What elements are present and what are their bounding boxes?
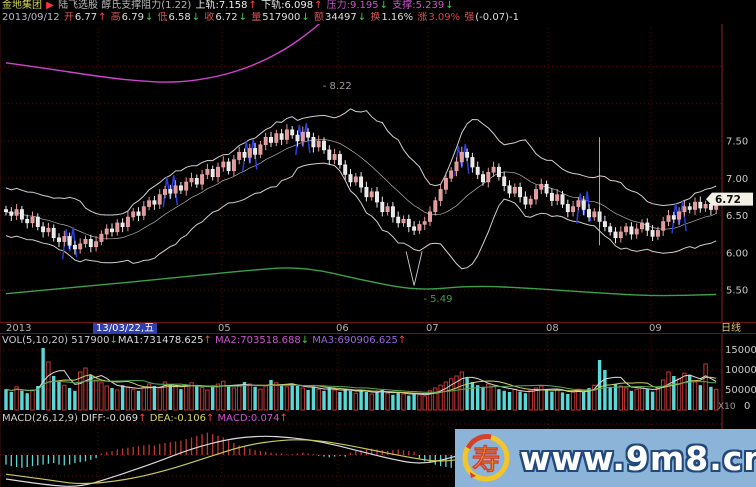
macd-hdr-seg-6: ↑ [279,413,288,424]
bollinger-bands [5,108,717,270]
price-annotation-8.22: - 8.22 [323,81,352,92]
svg-text:6.50: 6.50 [726,211,748,222]
svg-text:0: 0 [744,401,750,412]
svg-text:6.72: 6.72 [715,194,741,206]
support-line [5,267,717,297]
svg-text:6.00: 6.00 [726,248,748,259]
price-axis-labels: 7.50 7.00 6.50 6.00 5.50 [726,137,748,297]
main-candlestick-chart[interactable]: - 8.22 - 5.49 7.50 7.00 6.50 6.00 5.50 6.72 [0,24,756,322]
buy-signal-marks [61,122,687,260]
header-indicator-row: 金地集团 ▶ 陆飞选股 醇氏支撑阻力(1.22) 上轨:7.158↑ 下轨:6.… [2,0,756,12]
hdr2-seg-19: 换 [367,12,381,23]
vol-hdr-seg-8: ↑ [397,335,407,346]
watermark-url[interactable]: www.9m8.cn [520,438,756,478]
hdr2-seg-9: ↓ [191,12,201,23]
hdr2-seg-2: 6.77 [74,12,98,23]
hdr2-seg-11: 6.72 [215,12,238,23]
hdr2-seg-4: 高 [107,12,121,23]
timeline-label-06: 06 [336,323,349,334]
hdr1-seg-4: ↑ [248,0,257,11]
hdr2-seg-18: ↓ [357,12,367,23]
hdr1-seg-0: 金地集团 [2,0,42,11]
macd-hdr-seg-0: MACD(26,12,9) [2,413,82,424]
hdr2-seg-3: ↑ [98,12,107,23]
hdr1-seg-6: ↑ [314,0,323,11]
svg-text:100000: 100000 [725,365,756,376]
hdr2-seg-23: 强 [461,12,475,23]
hdr1-seg-3: 上轨:7.158 [195,0,248,11]
hdr1-seg-2: 陆飞选股 醇氏支撑阻力(1.22) [58,0,195,11]
hdr2-seg-13: 量 [248,12,262,23]
hdr2-seg-24: (-0.07)-1 [475,12,519,23]
macd-hdr-seg-5: MACD:0.074 [214,413,280,424]
hdr1-seg-7: 压力:9.195 [323,0,379,11]
hdr2-seg-15: ↓ [301,12,310,23]
header-info-bar: 金地集团 ▶ 陆飞选股 醇氏支撑阻力(1.22) 上轨:7.158↑ 下轨:6.… [0,0,756,24]
v-arrow-annotation [405,251,423,286]
hdr2-seg-22: 3.09% [428,12,461,23]
vol-hdr-seg-6: ↓ [300,335,310,346]
period-label[interactable]: 日线 [721,323,741,334]
volume-bars [4,348,719,411]
hdr2-seg-21: 涨 [414,12,428,23]
timeline-label-2013: 2013 [6,323,32,334]
timeline-date-box[interactable]: 13/03/22,五 [93,323,158,334]
volume-ma-lines [5,370,717,396]
vol-hdr-seg-1: 517900 [71,335,110,346]
svg-text:X10: X10 [718,402,736,412]
macd-hdr-seg-4: ↑ [205,413,215,424]
hdr2-seg-20: 1.16% [381,12,414,23]
timeline-label-09: 09 [649,323,662,334]
hdr2-seg-8: 6.58 [168,12,191,23]
hdr1-seg-5: 下轨:6.098 [257,0,314,11]
vol-hdr-seg-0: VOL(5,10,20) [2,335,72,346]
macd-hdr-seg-2: ↑ [138,413,147,424]
svg-text:150000: 150000 [725,345,756,356]
logo-glyph: 寿 [472,443,500,476]
macd-pane-header: MACD(26,12,9) DIFF:-0.069↑ DEA:-0.106↑ M… [2,413,288,424]
header-ohlc-row: 2013/09/12 开6.77↑ 高6.79↓ 低6.58↓ 收6.72↓ 量… [2,12,756,24]
timeline-label-05: 05 [218,323,231,334]
9m8-logo-icon: 寿 [462,434,510,482]
macd-hdr-seg-3: DEA:-0.106 [146,413,206,424]
hdr2-seg-16: 额 [310,12,324,23]
timeline-axis: 2013 13/03/22,五 05 06 07 08 09 日线 [0,322,756,334]
hdr1-seg-10: ↓ [445,0,454,11]
hdr1-seg-8: ↓ [379,0,389,11]
macd-hdr-seg-1: DIFF:-0.069 [81,413,139,424]
candlesticks [4,124,719,255]
svg-text:50000: 50000 [725,385,756,396]
hdr2-seg-14: 517900 [262,12,301,23]
hdr2-seg-0: 2013/09/12 [2,12,63,23]
hdr2-seg-5: 6.79 [121,12,144,23]
hdr2-seg-12: ↓ [238,12,248,23]
hdr2-seg-7: 低 [154,12,168,23]
current-price-tag: 6.72 [706,192,753,206]
timeline-label-07: 07 [426,323,439,334]
svg-text:5.50: 5.50 [726,286,748,297]
hdr2-seg-17: 34497 [324,12,357,23]
hdr2-seg-6: ↓ [144,12,154,23]
timeline-label-08: 08 [546,323,559,334]
svg-text:7.00: 7.00 [726,174,748,185]
hdr1-seg-1: ▶ [43,0,58,11]
watermark-banner[interactable]: 寿 www.9m8.cn [455,429,756,487]
vol-hdr-seg-7: MA3:690906.625 [309,335,398,346]
pressure-line [5,24,321,83]
volume-axis-labels: 150000 100000 50000 X10 0 [718,345,756,412]
hdr2-seg-1: 开 [63,12,74,23]
vol-hdr-seg-2: ↓ [109,335,118,346]
volume-pane: 150000 100000 50000 X10 0 [0,334,756,412]
vol-hdr-seg-3: MA1:731478.625 [117,335,204,346]
price-annotation-5.49: - 5.49 [423,294,452,305]
vol-hdr-seg-5: MA2:703518.688 [211,335,301,346]
hdr2-seg-10: 收 [201,12,215,23]
svg-text:7.50: 7.50 [726,137,748,148]
hdr1-seg-9: 支撑:5.239 [389,0,445,11]
vol-hdr-seg-4: ↑ [203,335,212,346]
volume-pane-header: VOL(5,10,20) 517900↓MA1:731478.625↑ MA2:… [2,335,406,346]
